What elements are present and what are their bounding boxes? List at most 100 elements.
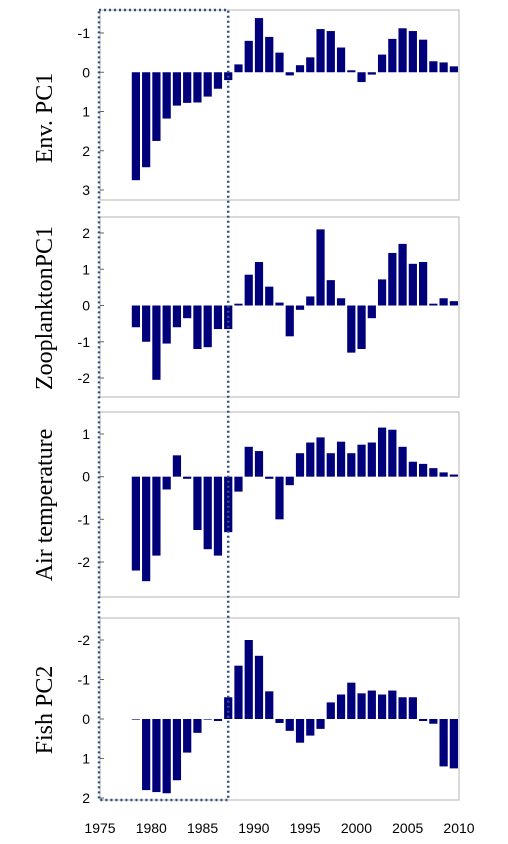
bar bbox=[419, 39, 428, 73]
bar bbox=[336, 298, 346, 306]
bar bbox=[316, 719, 325, 729]
bar bbox=[131, 72, 141, 181]
bar bbox=[254, 655, 264, 719]
bar bbox=[419, 719, 428, 721]
bar bbox=[357, 305, 366, 349]
x-tick-label: 2005 bbox=[392, 820, 423, 836]
bar bbox=[213, 72, 223, 89]
y-tick-label: 3 bbox=[82, 182, 90, 198]
bar bbox=[367, 305, 376, 319]
bar bbox=[429, 303, 438, 306]
bar bbox=[152, 305, 161, 380]
bar bbox=[295, 305, 305, 310]
bar bbox=[347, 305, 356, 353]
bar bbox=[203, 719, 212, 720]
bar bbox=[439, 298, 448, 306]
y-tick-label: 1 bbox=[82, 426, 90, 442]
y-tick-label: 2 bbox=[82, 225, 90, 241]
bar bbox=[306, 442, 315, 477]
bar bbox=[316, 229, 325, 306]
y-axis-label: Fish PC2 bbox=[32, 666, 58, 755]
y-tick-label: 0 bbox=[82, 298, 90, 314]
bar bbox=[388, 252, 397, 306]
bar bbox=[285, 305, 294, 337]
bar bbox=[203, 72, 212, 97]
bar bbox=[306, 719, 315, 736]
bar bbox=[326, 31, 335, 73]
bar bbox=[285, 72, 294, 76]
bar bbox=[285, 476, 294, 486]
y-tick-label: 2 bbox=[82, 143, 90, 159]
y-tick-label: 0 bbox=[82, 711, 90, 727]
bar bbox=[162, 305, 171, 344]
bar bbox=[316, 437, 325, 477]
bar bbox=[408, 31, 417, 73]
bar bbox=[234, 64, 243, 73]
panel-frame bbox=[99, 411, 460, 598]
y-tick-label: 0 bbox=[82, 469, 90, 485]
y-tick-label: 2 bbox=[82, 790, 90, 806]
bar bbox=[224, 476, 233, 533]
bar bbox=[183, 305, 192, 319]
x-tick-label: 1990 bbox=[238, 820, 269, 836]
bar bbox=[357, 72, 366, 83]
bar bbox=[183, 719, 192, 753]
bar bbox=[377, 54, 387, 73]
bar bbox=[306, 57, 315, 73]
bar bbox=[224, 697, 233, 719]
bar bbox=[367, 442, 376, 477]
bar bbox=[377, 427, 387, 477]
bar bbox=[131, 305, 141, 328]
y-axis-label: Air temperature bbox=[32, 429, 58, 582]
y-tick-label: 1 bbox=[82, 104, 90, 120]
bar bbox=[172, 719, 182, 781]
y-tick-label: 1 bbox=[82, 261, 90, 277]
highlight-box bbox=[97, 8, 230, 802]
bar bbox=[131, 476, 141, 571]
bar bbox=[357, 693, 366, 719]
bar bbox=[439, 719, 448, 767]
bar bbox=[275, 476, 284, 520]
bar bbox=[193, 476, 202, 530]
bar bbox=[347, 453, 356, 477]
bar bbox=[162, 719, 171, 794]
bar bbox=[162, 476, 171, 490]
bar bbox=[142, 305, 151, 342]
bar bbox=[142, 72, 151, 168]
bar bbox=[326, 702, 335, 719]
bar bbox=[254, 262, 264, 306]
bar bbox=[244, 640, 253, 719]
y-tick-label: -2 bbox=[78, 632, 91, 648]
bar bbox=[275, 52, 284, 73]
bar bbox=[244, 40, 253, 73]
bar bbox=[377, 694, 387, 719]
bar bbox=[254, 451, 264, 477]
bar bbox=[326, 280, 335, 306]
bar bbox=[449, 301, 458, 306]
bar bbox=[131, 719, 141, 720]
bar bbox=[213, 305, 223, 330]
x-tick-label: 1980 bbox=[136, 820, 167, 836]
bar bbox=[234, 476, 243, 492]
x-tick-label: 2010 bbox=[443, 820, 474, 836]
bar bbox=[439, 62, 448, 73]
bar bbox=[336, 47, 346, 73]
bar bbox=[429, 61, 438, 73]
y-axis-label: ZooplanktonPC1 bbox=[32, 226, 58, 390]
bar bbox=[162, 72, 171, 119]
y-axis-label: Env. PC1 bbox=[32, 73, 58, 163]
bar bbox=[234, 303, 243, 306]
bar bbox=[408, 263, 417, 306]
bar bbox=[295, 65, 305, 73]
bar bbox=[419, 463, 428, 477]
y-tick-label: -1 bbox=[78, 672, 91, 688]
bar bbox=[388, 38, 397, 73]
bar bbox=[183, 72, 192, 103]
bar bbox=[203, 305, 212, 348]
bar bbox=[398, 697, 407, 719]
x-tick-label: 1985 bbox=[187, 820, 218, 836]
bar bbox=[388, 429, 397, 477]
bar bbox=[419, 262, 428, 306]
bar bbox=[234, 665, 243, 719]
